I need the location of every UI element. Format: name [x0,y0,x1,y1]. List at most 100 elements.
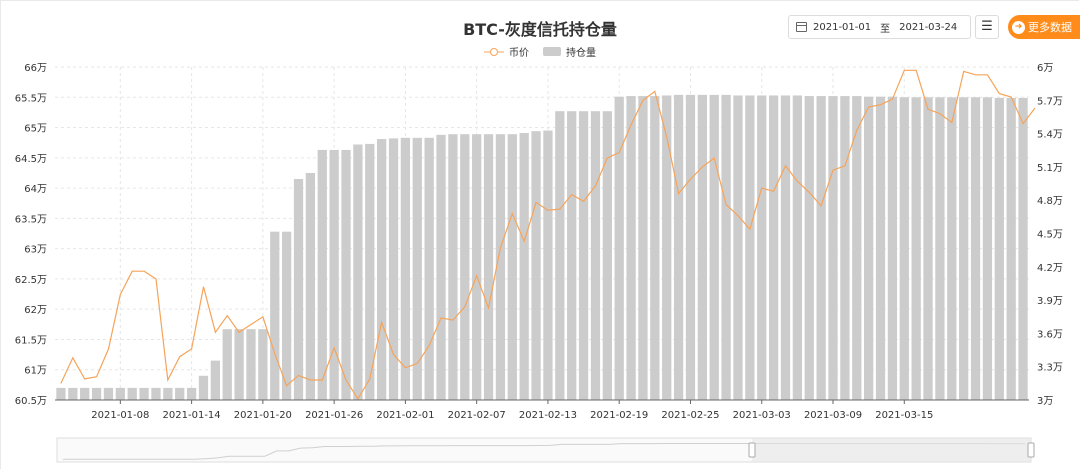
holdings-bar [733,95,743,400]
legend-item-holdings[interactable]: 持仓量 [543,44,596,59]
holdings-bar [875,96,886,401]
holdings-bar [198,375,209,400]
holdings-bar [567,111,577,400]
y-right-tick-label: 6万 [1037,63,1053,74]
holdings-bar [139,387,149,400]
holdings-bar [460,134,470,401]
holdings-bar [175,387,185,400]
date-range-picker[interactable]: 2021-01-01 至 2021-03-24 [788,15,971,39]
x-tick-label: 2021-01-20 [234,410,292,421]
y-left-tick-label: 63.5万 [15,214,47,225]
holdings-bar [673,94,684,401]
holdings-bar [305,172,316,400]
y-right-tick-label: 3.9万 [1037,296,1063,307]
holdings-bar [899,97,909,400]
holdings-bar [186,387,197,400]
holdings-bar [685,94,696,401]
holdings-bar [495,134,506,401]
x-tick-label: 2021-02-07 [448,410,506,421]
chart-title: BTC-灰度信托持仓量 [463,20,617,39]
holdings-bar [234,329,244,400]
holdings-bar [852,96,862,400]
y-left-tick-label: 64万 [24,184,47,195]
holdings-bar [780,95,791,400]
holdings-bar [1018,97,1028,401]
holdings-bar [519,132,529,400]
holdings-bar [388,138,399,400]
holdings-bar [507,134,517,401]
holdings-bar [935,97,945,400]
holdings-bar [472,134,482,401]
x-tick-label: 2021-02-13 [519,410,577,421]
more-data-button[interactable]: ➜ 更多数据 [1008,15,1080,39]
holdings-bar [721,94,731,401]
holdings-bar [424,137,434,400]
holdings-bar [210,360,220,400]
legend-line-icon [484,47,504,56]
holdings-bar [151,387,161,400]
holdings-bar [103,387,114,400]
holdings-bar [80,387,90,400]
holdings-bar [697,94,707,401]
holdings-bar [353,144,363,400]
y-right-tick-label: 3万 [1037,396,1053,407]
x-tick-label: 2021-01-26 [305,410,363,421]
holdings-bar [709,94,719,401]
x-tick-label: 2021-01-08 [91,410,149,421]
x-tick-label: 2021-02-25 [661,410,719,421]
y-right-tick-label: 3.3万 [1037,363,1063,374]
holdings-bar [982,97,993,400]
holdings-bar [412,137,422,400]
holdings-bar [768,95,779,400]
holdings-bar [365,143,375,400]
date-separator: 至 [880,23,891,35]
holdings-bar [377,139,387,401]
holdings-bar [662,95,672,400]
holdings-bar [994,97,1004,401]
holdings-bar [270,231,280,400]
y-left-tick-label: 63万 [24,245,47,256]
legend-label-holdings: 持仓量 [566,48,596,59]
holdings-bar [341,149,351,400]
holdings-bar [614,96,624,401]
date-end: 2021-03-24 [899,21,958,33]
holdings-bar [638,96,648,400]
holdings-bar [246,329,256,400]
y-right-tick-label: 5.7万 [1037,96,1063,107]
holdings-bar [281,231,292,400]
menu-button[interactable]: ☰ [975,15,999,39]
holdings-bar [531,131,541,401]
holdings-bar [115,387,125,400]
holdings-bar [840,96,850,400]
holdings-bar [56,387,66,400]
more-data-label: 更多数据 [1028,21,1072,34]
zoom-slider-selection [752,438,1031,462]
x-tick-label: 2021-02-19 [590,410,648,421]
date-start: 2021-01-01 [813,21,872,33]
holdings-bar [947,97,957,400]
holdings-bar [804,96,814,400]
holdings-bar [650,96,660,400]
y-left-tick-label: 61.5万 [15,335,47,346]
y-left-tick-label: 62.5万 [15,275,47,286]
holdings-bar [448,134,458,401]
holdings-bar [1006,97,1016,401]
legend-bar-icon [543,47,561,56]
y-left-tick-label: 65.5万 [15,93,47,104]
holdings-bar [400,137,411,400]
y-right-tick-label: 4.2万 [1037,263,1063,274]
holdings-bar [911,97,921,400]
holdings-bar [127,387,137,400]
holdings-bar [887,96,898,401]
zoom-slider-handle[interactable] [1027,442,1035,458]
holdings-bar [258,329,268,400]
y-right-tick-label: 4.5万 [1037,230,1063,241]
holdings-bar [602,111,612,400]
zoom-slider-handle[interactable] [748,442,756,458]
price-line [60,69,1036,401]
legend-item-price[interactable]: 币价 [484,44,529,59]
holdings-bar [163,387,173,400]
holdings-bar [745,95,755,400]
hamburger-icon: ☰ [981,19,993,34]
